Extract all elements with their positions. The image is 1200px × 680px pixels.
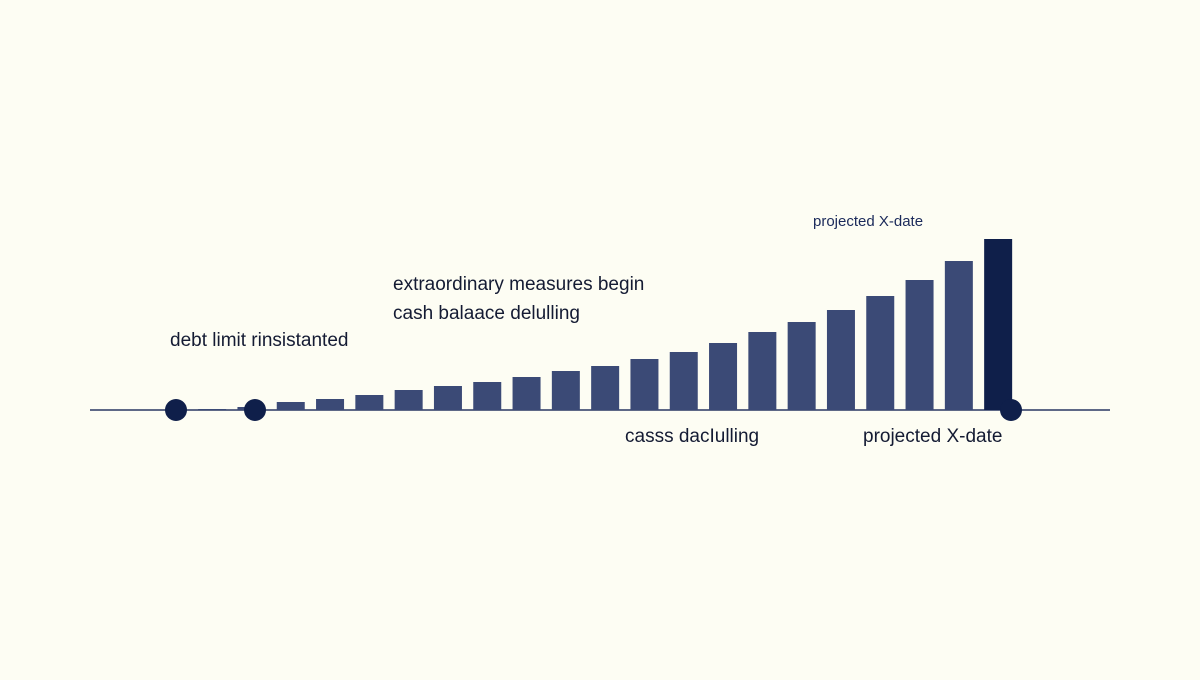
bar xyxy=(669,352,698,410)
bar xyxy=(905,280,934,410)
bar xyxy=(984,239,1013,410)
bar xyxy=(591,366,620,410)
bar xyxy=(276,402,305,410)
bar xyxy=(787,322,816,410)
bar xyxy=(630,359,659,410)
bar xyxy=(748,332,777,410)
marker-dot xyxy=(1000,399,1022,421)
bar xyxy=(551,371,580,410)
bar xyxy=(866,296,895,410)
bar xyxy=(316,399,345,410)
bar xyxy=(512,377,541,410)
bar xyxy=(944,261,973,410)
marker-dot xyxy=(244,399,266,421)
bar xyxy=(709,343,738,410)
marker-dot xyxy=(165,399,187,421)
bar xyxy=(826,310,855,410)
annotation: debt limit rinsistanted xyxy=(170,330,348,351)
annotation: casss dacIulling xyxy=(625,426,759,447)
bar xyxy=(198,409,227,410)
bar xyxy=(355,395,384,410)
annotation: cash balaace delulling xyxy=(393,303,580,324)
bar xyxy=(473,382,502,410)
annotation: extraordinary measures begin xyxy=(393,274,644,295)
bar xyxy=(433,386,462,410)
annotation: projected X-date xyxy=(863,426,1002,447)
bar xyxy=(394,390,423,410)
annotation: projected X-date xyxy=(813,213,923,230)
